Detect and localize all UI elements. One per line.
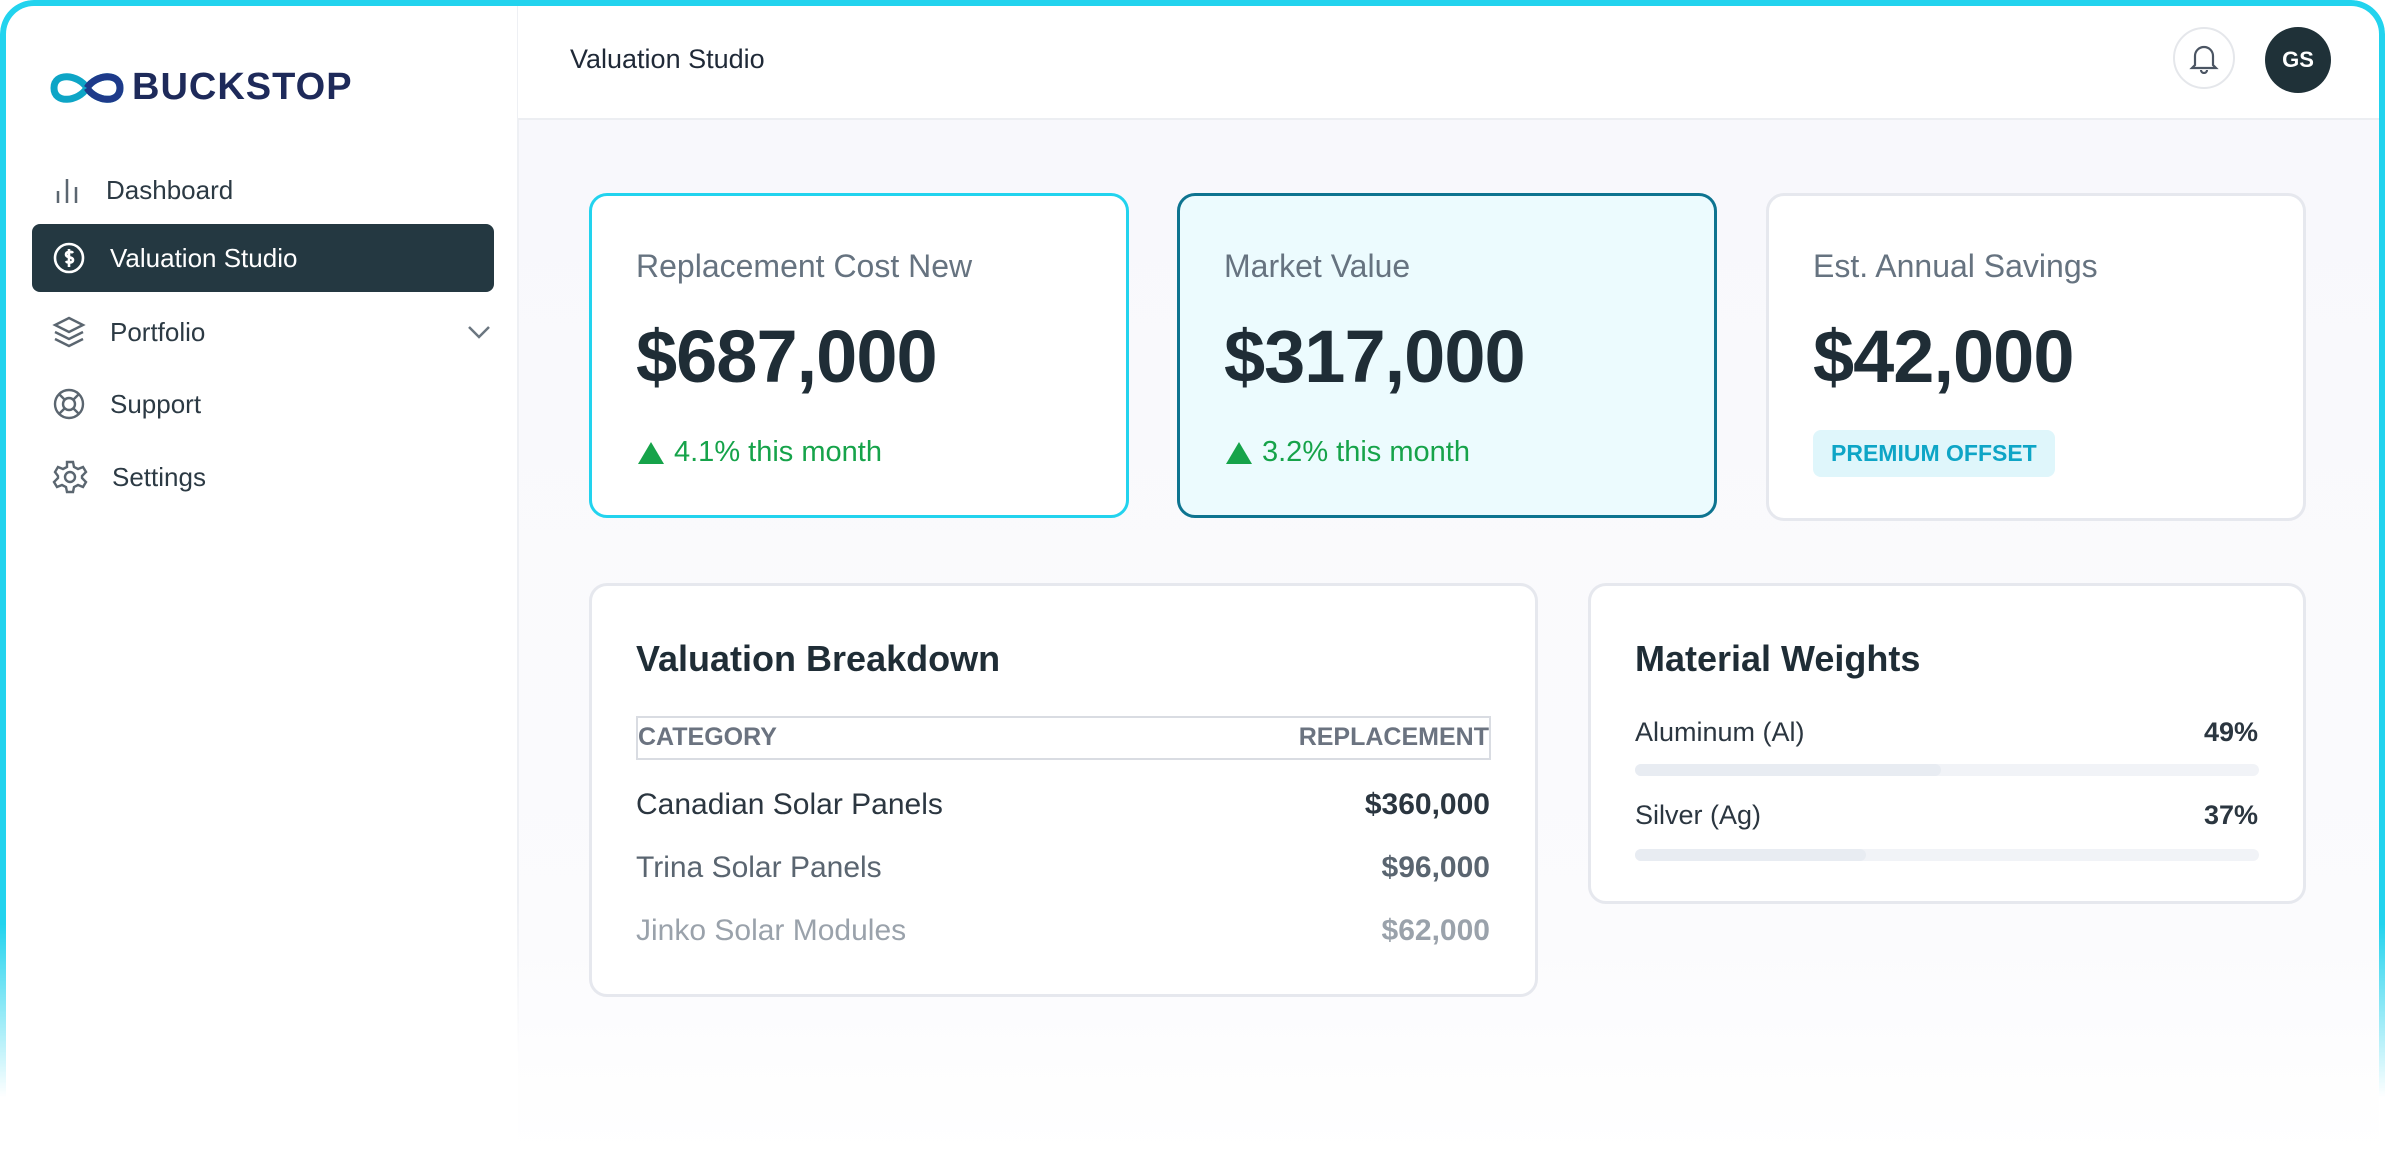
material-value: 37% bbox=[2203, 800, 2258, 830]
row-name: Trina Solar Panels bbox=[636, 851, 882, 884]
materials-card: Material Weights Aluminum (Al) 49% Silve… bbox=[1588, 583, 2306, 904]
row-name: Jinko Solar Modules bbox=[636, 914, 907, 947]
avatar[interactable]: GS bbox=[2265, 27, 2331, 93]
nav-item[interactable]: Valuation Studio bbox=[32, 224, 494, 292]
kpi-card: Market Value $317,000 3.2% this month bbox=[1177, 193, 1717, 518]
kpi-value: $687,000 bbox=[636, 315, 938, 398]
sidebar: BUCKSTOP Dashboard Valuation Studio Port… bbox=[6, 6, 519, 1056]
up-arrow bbox=[1226, 442, 1252, 464]
nav-label: Valuation Studio bbox=[110, 242, 298, 273]
card-title: Material Weights bbox=[1635, 638, 1921, 679]
nav-label: Portfolio bbox=[110, 316, 206, 347]
table-header: CATEGORY REPLACEMENT bbox=[636, 716, 1491, 760]
nav-label: Settings bbox=[112, 461, 206, 492]
kpi-card: Est. Annual Savings $42,000 PREMIUM OFFS… bbox=[1766, 193, 2306, 521]
bar-fill bbox=[1635, 849, 1866, 861]
kpi-label: Replacement Cost New bbox=[636, 248, 973, 284]
kpi-value: $317,000 bbox=[1224, 315, 1526, 398]
badge: PREMIUM OFFSET bbox=[1813, 430, 2055, 477]
nav-label: Support bbox=[110, 388, 202, 419]
up-arrow bbox=[638, 442, 664, 464]
column-header: CATEGORY bbox=[638, 723, 777, 751]
bar-fill bbox=[1635, 764, 1941, 776]
header: Valuation Studio GS bbox=[518, 6, 2379, 120]
kpi-label: Market Value bbox=[1224, 248, 1411, 284]
material-name: Aluminum (Al) bbox=[1635, 717, 1805, 747]
material-value: 49% bbox=[2203, 717, 2258, 747]
nav-label: Dashboard bbox=[106, 174, 234, 205]
brand: BUCKSTOP bbox=[132, 66, 353, 108]
notifications-button[interactable] bbox=[2173, 27, 2235, 89]
row-value: $96,000 bbox=[1381, 851, 1490, 884]
nav-item[interactable]: Settings bbox=[32, 443, 494, 511]
column-header: REPLACEMENT bbox=[1298, 723, 1489, 751]
nav-item[interactable]: Dashboard bbox=[32, 156, 494, 224]
row-value: $360,000 bbox=[1364, 788, 1490, 821]
kpi-label: Est. Annual Savings bbox=[1813, 248, 2098, 284]
row-value: $62,000 bbox=[1381, 914, 1490, 947]
kpi-change: 4.1% this month bbox=[674, 436, 882, 468]
page-title: Valuation Studio bbox=[570, 44, 765, 74]
kpi-change: 3.2% this month bbox=[1262, 436, 1470, 468]
card-title: Valuation Breakdown bbox=[636, 638, 1001, 679]
bar-track bbox=[1635, 764, 2259, 776]
nav-item[interactable]: Portfolio bbox=[32, 298, 494, 366]
bar-track bbox=[1635, 849, 2259, 861]
kpi-value: $42,000 bbox=[1813, 315, 2074, 398]
nav-item[interactable]: Support bbox=[32, 370, 494, 438]
logo-icon bbox=[50, 73, 124, 103]
material-name: Silver (Ag) bbox=[1635, 800, 1762, 830]
row-name: Canadian Solar Panels bbox=[636, 788, 943, 821]
kpi-card: Replacement Cost New $687,000 4.1% this … bbox=[589, 193, 1129, 518]
breakdown-card: Valuation Breakdown CATEGORY REPLACEMENT… bbox=[589, 583, 1538, 997]
